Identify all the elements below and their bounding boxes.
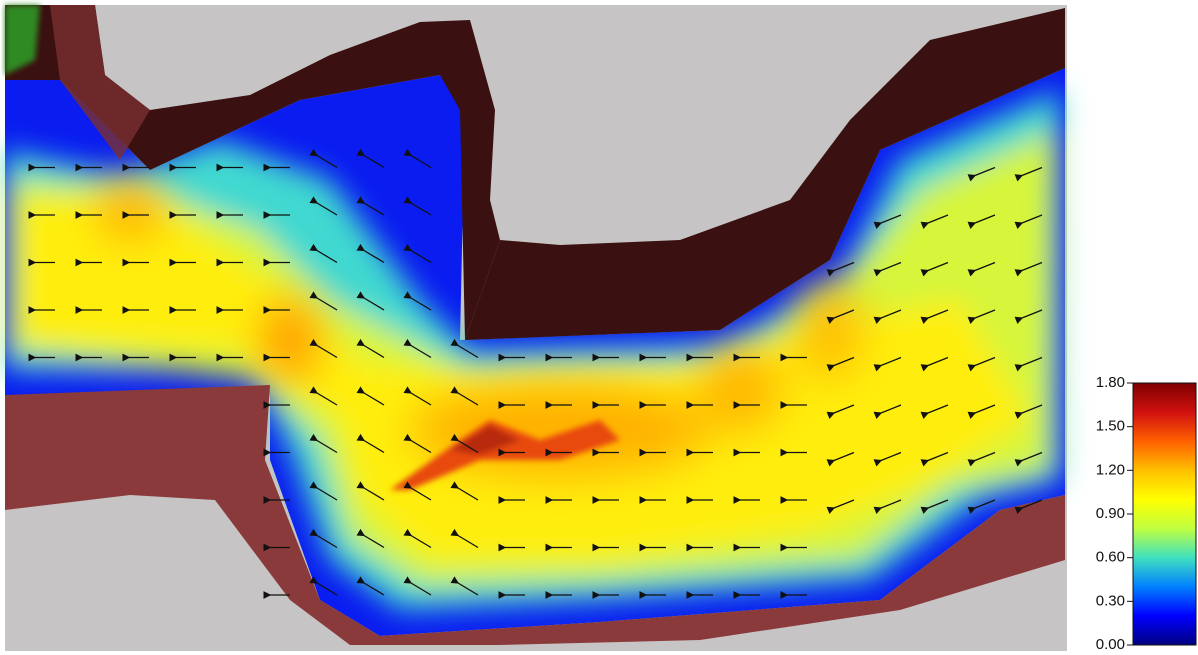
colorbar-tick-label: 0.00 <box>1096 636 1125 653</box>
page: 0.000.300.600.901.201.501.80 (() => { co… <box>0 0 1198 655</box>
colorbar-tick-label: 1.80 <box>1096 374 1125 391</box>
colorbar-tick-label: 1.50 <box>1096 418 1125 435</box>
flow-map: 0.00 0.30 0.60 0.90 1.20 1.50 1.80 <box>0 0 1198 655</box>
colorbar-tick-label: 1.20 <box>1096 461 1125 478</box>
colorbar-tick-label: 0.90 <box>1096 505 1125 522</box>
colorbar-tick-label: 0.60 <box>1096 549 1125 566</box>
colorbar <box>1133 383 1196 645</box>
colorbar-tick-label: 0.30 <box>1096 592 1125 609</box>
